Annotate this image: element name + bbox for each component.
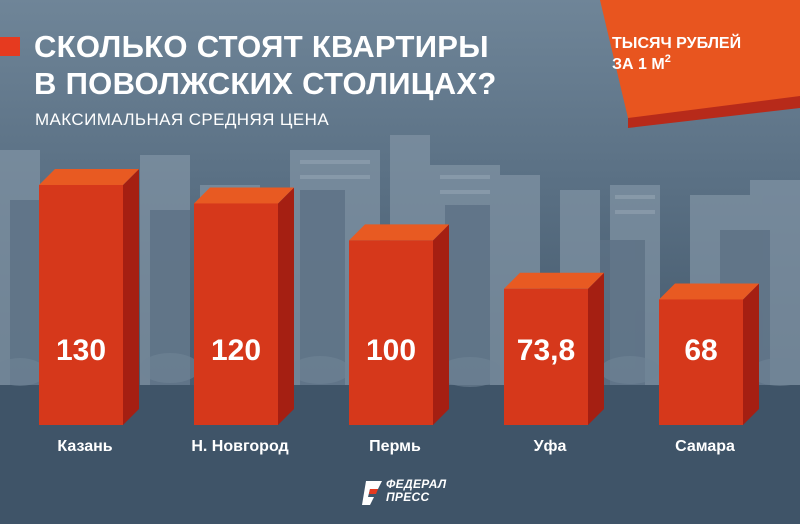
bar-5: 68 Самара	[659, 283, 759, 455]
bar-front	[659, 299, 743, 425]
unit-line-1: ТЫСЯЧ РУБЛЕЙ	[612, 33, 741, 52]
title-marker	[0, 37, 20, 56]
bar-4: 73,8 Уфа	[504, 272, 604, 455]
category-label: Уфа	[534, 438, 567, 455]
bar-top	[194, 187, 294, 204]
bar-value-label: 120	[211, 334, 261, 367]
bar-value-label: 100	[366, 334, 416, 367]
bar-side	[123, 169, 139, 425]
bar-side	[278, 187, 294, 425]
unit-line-2: ЗА 1 М2	[612, 53, 671, 73]
category-label: Пермь	[369, 438, 421, 455]
unit-line-2-text: ЗА 1 М	[612, 56, 665, 73]
bars-group: 130 Казань 120 Н. Новгород 100 Пермь 73,8 Уфа 68…	[39, 169, 759, 455]
page-title: СКОЛЬКО СТОЯТ КВАРТИРЫ В ПОВОЛЖСКИХ СТОЛ…	[34, 28, 497, 102]
logo-line-2: ПРЕСС	[386, 490, 430, 504]
title-line-2: В ПОВОЛЖСКИХ СТОЛИЦАХ?	[34, 66, 497, 101]
category-label: Н. Новгород	[191, 438, 288, 455]
logo-line-1: ФЕДЕРАЛ	[386, 477, 447, 491]
subtitle: МАКСИМАЛЬНАЯ СРЕДНЯЯ ЦЕНА	[35, 110, 330, 129]
bar-value-label: 73,8	[517, 334, 575, 367]
unit-badge-panel	[600, 0, 800, 118]
title-line-1: СКОЛЬКО СТОЯТ КВАРТИРЫ	[34, 29, 489, 64]
bar-side	[743, 283, 759, 425]
bar-top	[659, 283, 759, 300]
bar-1: 130 Казань	[39, 169, 139, 455]
bar-front	[349, 240, 433, 425]
bar-2: 120 Н. Новгород	[191, 187, 294, 455]
bar-3: 100 Пермь	[349, 224, 449, 455]
category-label: Казань	[57, 438, 112, 455]
bar-top	[504, 272, 604, 289]
bar-front	[194, 203, 278, 425]
unit-badge: ТЫСЯЧ РУБЛЕЙ ЗА 1 М2	[600, 0, 800, 128]
bar-front	[504, 288, 588, 425]
logo-mark-icon	[362, 481, 382, 505]
unit-superscript: 2	[665, 53, 671, 65]
bar-top	[39, 169, 139, 185]
bar-side	[433, 224, 449, 425]
bar-top	[349, 224, 449, 241]
bar-front	[39, 185, 123, 425]
bar-value-label: 130	[56, 334, 106, 367]
publisher-logo: ФЕДЕРАЛ ПРЕСС	[360, 477, 480, 509]
bar-side	[588, 272, 604, 425]
bar-value-label: 68	[684, 334, 717, 367]
category-label: Самара	[675, 438, 735, 455]
